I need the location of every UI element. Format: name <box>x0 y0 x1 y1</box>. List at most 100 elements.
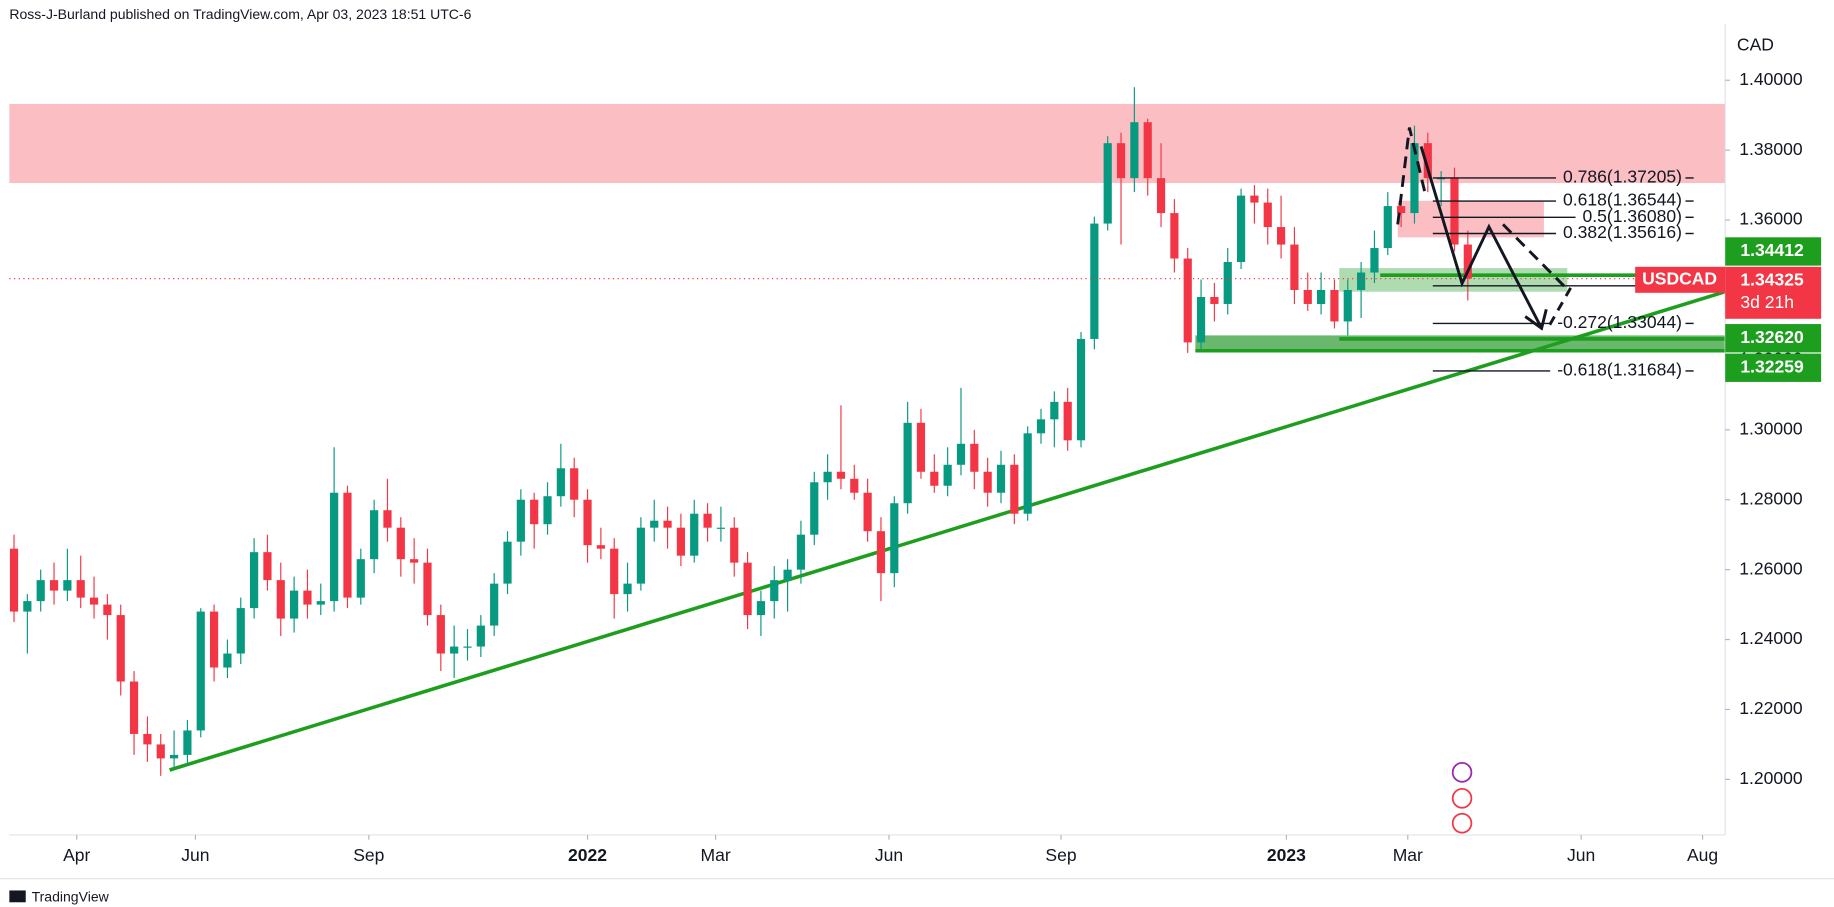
candle-body <box>450 646 459 654</box>
y-tick-label: 1.26000 <box>1739 558 1803 578</box>
event-icon[interactable] <box>1451 762 1473 783</box>
x-tick-label: Sep <box>353 845 384 865</box>
candle-body <box>463 646 472 648</box>
candle-body <box>756 601 766 616</box>
candle-body <box>890 503 899 574</box>
dashed-path <box>1548 282 1575 326</box>
event-icon[interactable] <box>1451 812 1473 834</box>
candle-body <box>1290 244 1299 290</box>
candle-body <box>1303 289 1312 304</box>
fib-label: 0.786(1.37205) <box>1563 167 1682 187</box>
candle-body <box>516 499 525 542</box>
candle-body <box>863 492 872 532</box>
fib-label: 0.5(1.36080) <box>1583 206 1682 226</box>
candle-body <box>183 730 192 755</box>
candle-body <box>996 464 1006 493</box>
symbol-label: USDCAD <box>1642 268 1717 288</box>
candle-body <box>436 615 445 654</box>
candle-body <box>356 559 365 598</box>
candle-body <box>943 464 952 486</box>
brand: TradingView <box>32 888 110 904</box>
candle-body <box>970 443 979 472</box>
candle-body <box>9 548 19 612</box>
candle-body <box>556 468 565 497</box>
last-price-label: 1.34325 <box>1740 270 1804 290</box>
candle-body <box>36 580 45 602</box>
x-tick-label: Sep <box>1045 845 1076 865</box>
candle-body <box>276 580 285 619</box>
candle-body <box>476 625 485 647</box>
candle-body <box>330 492 339 602</box>
candle-body <box>703 513 712 528</box>
fib-label: 0.618(1.36544) <box>1563 190 1682 210</box>
candle-body <box>1450 178 1459 245</box>
candle-body <box>1196 296 1206 343</box>
candle-body <box>783 569 792 581</box>
candle-body <box>116 615 125 682</box>
event-icon[interactable] <box>1451 788 1473 809</box>
candle-body <box>1103 143 1112 224</box>
candle-body <box>930 471 939 486</box>
candle-body <box>423 562 432 616</box>
candle-body <box>236 608 245 654</box>
candle-body <box>1383 206 1392 249</box>
dashed-path <box>1501 223 1569 291</box>
candle-body <box>836 471 846 479</box>
candle-body <box>610 548 619 595</box>
candle-body <box>89 597 99 605</box>
candle-body <box>1090 223 1099 339</box>
candle-body <box>503 541 512 584</box>
candle-body <box>1023 433 1032 514</box>
candle-body <box>410 559 419 563</box>
candle-body <box>1330 289 1339 322</box>
candle-body <box>543 496 552 525</box>
candle-body <box>1156 178 1166 214</box>
candle-body <box>663 520 672 528</box>
candle-body <box>810 482 819 535</box>
currency-label: CAD <box>1737 35 1774 55</box>
candle-body <box>316 601 325 605</box>
candle-body <box>1357 272 1366 290</box>
candle-body <box>796 534 806 570</box>
candle-body <box>916 422 926 472</box>
price-tag <box>1725 324 1822 353</box>
candle-body <box>343 492 352 598</box>
x-tick-label: 2023 <box>1267 845 1306 865</box>
candle-body <box>1170 213 1179 259</box>
candle-body <box>876 531 886 574</box>
y-tick-label: 1.22000 <box>1739 698 1803 718</box>
candle-body <box>716 527 726 529</box>
candle-body <box>1210 296 1219 304</box>
candle-body <box>850 478 859 493</box>
price-tag <box>1725 237 1822 266</box>
countdown-label: 3d 21h <box>1740 292 1794 312</box>
candle-body <box>676 527 685 556</box>
candle-body <box>530 499 539 525</box>
y-tick-label: 1.20000 <box>1739 768 1803 788</box>
candle-body <box>570 468 579 500</box>
arrow-head <box>1524 309 1548 331</box>
projection-arrow <box>1419 146 1543 329</box>
candle-body <box>263 552 272 581</box>
candle-body <box>223 653 232 668</box>
candle-body <box>490 583 499 626</box>
candle-body <box>129 681 139 734</box>
candles <box>9 87 1726 776</box>
candle-body <box>1050 401 1059 420</box>
brand-logo <box>9 890 26 903</box>
candle-body <box>636 527 645 584</box>
author-line: Ross-J-Burland published on TradingView.… <box>9 6 471 22</box>
candle-body <box>596 545 605 549</box>
candle-body <box>956 443 966 465</box>
candle-body <box>1063 401 1072 441</box>
candle-body <box>1317 289 1326 304</box>
candle-body <box>1437 178 1446 180</box>
fib-label: -0.618(1.31684) <box>1557 360 1682 380</box>
candle-body <box>1143 122 1152 179</box>
x-tick-label: Jun <box>875 845 903 865</box>
x-tick-label: Mar <box>1393 845 1423 865</box>
candle-body <box>983 471 992 493</box>
candle-body <box>1183 258 1192 343</box>
